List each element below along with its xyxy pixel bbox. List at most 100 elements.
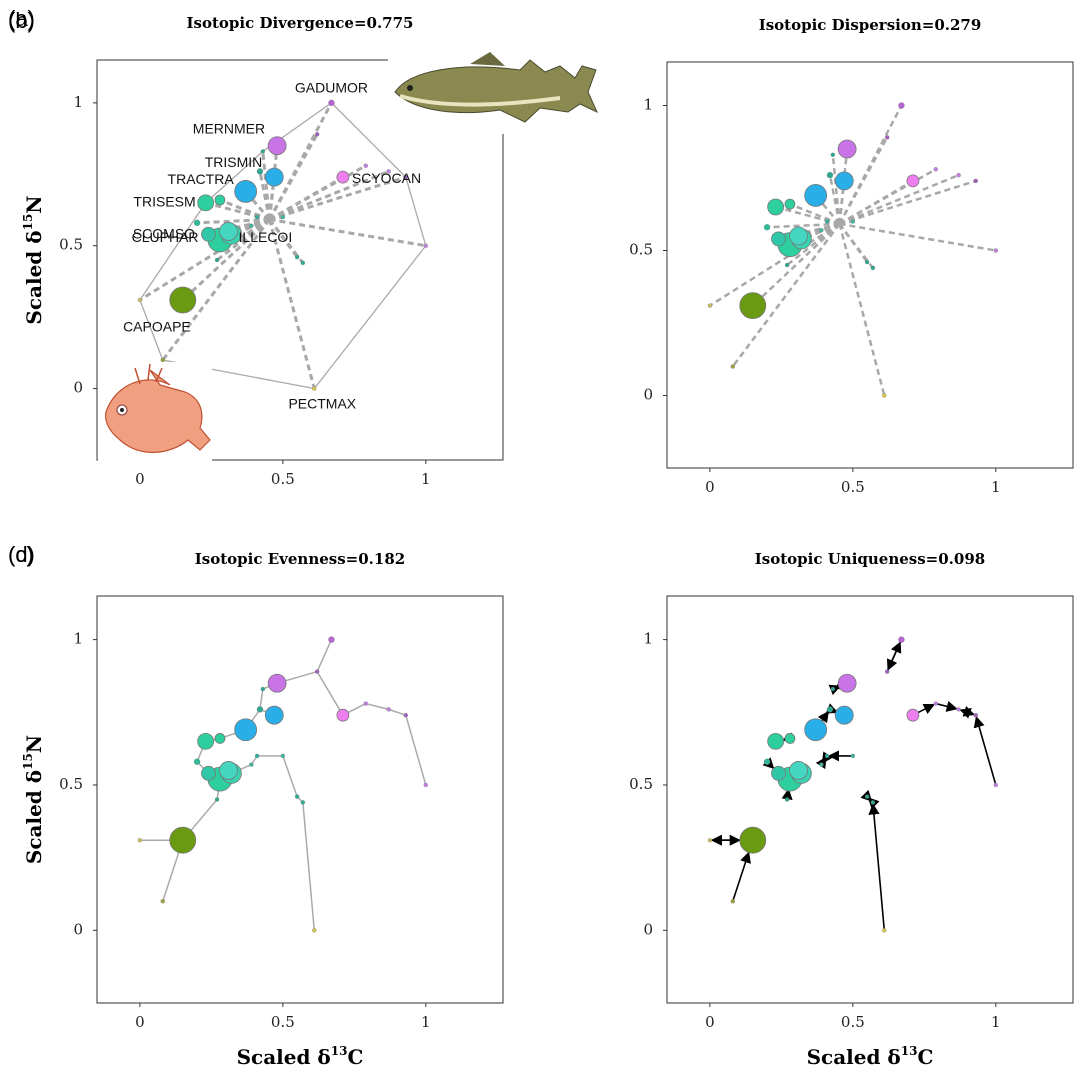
- species-point: [771, 231, 786, 247]
- species-point: [707, 838, 713, 843]
- axis-label-part: C: [347, 1045, 363, 1069]
- panel-label: (b): [8, 8, 35, 33]
- species-point: [312, 386, 317, 391]
- species-point: [789, 761, 808, 780]
- species-point: [201, 226, 216, 242]
- tree-edge: [259, 688, 264, 710]
- species-point: [885, 669, 890, 674]
- tree-edge: [282, 755, 298, 797]
- species-point: [315, 669, 320, 674]
- spoke: [838, 136, 889, 225]
- species-point: [363, 163, 368, 168]
- species-point: [804, 718, 828, 742]
- species-point: [160, 899, 165, 904]
- species-label: GADUMOR: [295, 80, 368, 96]
- spoke: [269, 175, 407, 221]
- species-point: [193, 219, 201, 227]
- species-point: [214, 194, 226, 206]
- axis-label-part: Scaled δ: [22, 770, 46, 864]
- y-tick-label: 0: [73, 920, 83, 938]
- axis-label-part: 13: [331, 1044, 348, 1058]
- spoke: [838, 223, 886, 396]
- species-point: [137, 297, 143, 303]
- species-label: TRISESM: [133, 194, 195, 210]
- species-point: [993, 782, 998, 788]
- species-point: [763, 224, 771, 231]
- species-point: [789, 226, 808, 246]
- nearest-neighbour-arrow: [886, 641, 902, 672]
- y-tick-label: 1: [73, 630, 83, 648]
- spoke: [839, 179, 977, 226]
- y-tick-label: 0: [73, 379, 83, 397]
- nearest-neighbour-arrow: [868, 803, 886, 931]
- axis-label-part: 13: [901, 1044, 918, 1058]
- spoke: [839, 173, 960, 226]
- x-tick-label: 0: [705, 478, 715, 496]
- boarfish-illustration: [98, 362, 212, 470]
- x-tick-label: 0: [135, 1013, 145, 1031]
- chart-title: Isotopic Uniqueness=0.098: [755, 550, 985, 568]
- species-point: [423, 782, 428, 788]
- spoke: [216, 218, 271, 262]
- nearest-neighbour-arrow: [935, 700, 958, 712]
- species-point: [254, 753, 260, 759]
- axis-label-part: Scaled δ: [807, 1045, 901, 1069]
- species-point: [767, 198, 785, 216]
- y-tick-label: 0: [643, 386, 653, 404]
- y-tick-label: 1: [643, 96, 653, 114]
- species-point: [830, 686, 835, 692]
- species-point: [850, 753, 855, 759]
- axis-label-part: Scaled δ: [22, 230, 46, 324]
- tree-edge: [365, 702, 389, 711]
- species-point: [328, 99, 335, 107]
- chart-title: Isotopic Divergence=0.775: [187, 14, 414, 32]
- nearest-neighbour-arrow: [973, 716, 997, 786]
- species-point: [267, 136, 287, 156]
- species-point: [819, 228, 824, 233]
- species-point: [739, 826, 767, 854]
- species-label: PECTMAX: [288, 395, 356, 411]
- tree-edge: [316, 671, 344, 716]
- species-point: [850, 219, 855, 224]
- species-point: [294, 794, 300, 799]
- x-tick-label: 1: [421, 470, 431, 488]
- species-label: CAPOAPE: [123, 319, 191, 335]
- species-point: [219, 761, 238, 780]
- species-point: [784, 733, 796, 744]
- species-point: [201, 765, 216, 781]
- species-point: [294, 254, 300, 260]
- spoke: [767, 222, 840, 229]
- species-point: [730, 364, 735, 369]
- axis-label-part: N: [22, 735, 46, 753]
- species-point: [256, 706, 264, 713]
- panel: (b) Isotopic Dispersion=0.279 0 0.5 1 0 0.5 1: [8, 8, 1074, 496]
- species-point: [826, 171, 834, 179]
- y-tick-label: 1: [643, 630, 653, 648]
- spoke: [775, 205, 840, 226]
- species-point: [804, 183, 828, 207]
- axis-label: Scaled δ13C: [807, 1044, 934, 1069]
- spoke: [269, 218, 427, 248]
- tree-edge: [302, 802, 316, 931]
- species-point: [882, 393, 887, 398]
- spoke: [268, 170, 390, 221]
- spoke: [709, 222, 841, 307]
- species-point: [249, 223, 254, 228]
- species-point: [312, 928, 317, 933]
- y-tick-label: 0.5: [629, 775, 653, 793]
- species-point: [256, 168, 264, 175]
- spoke: [268, 164, 367, 221]
- panel: (a) Isotopic Divergence=0.775 0 0.5 1 0 0.5 1 Sc…: [8, 6, 504, 488]
- species-point: [837, 139, 857, 159]
- spoke: [269, 215, 284, 221]
- species-point: [160, 357, 165, 363]
- species-point: [784, 797, 790, 802]
- species-point: [763, 758, 771, 765]
- species-point: [214, 257, 220, 263]
- spoke: [786, 222, 841, 266]
- species-point: [336, 170, 350, 184]
- panel-label: (d): [8, 542, 35, 567]
- species-point: [403, 713, 408, 718]
- spoke: [838, 180, 846, 225]
- species-point: [834, 171, 854, 191]
